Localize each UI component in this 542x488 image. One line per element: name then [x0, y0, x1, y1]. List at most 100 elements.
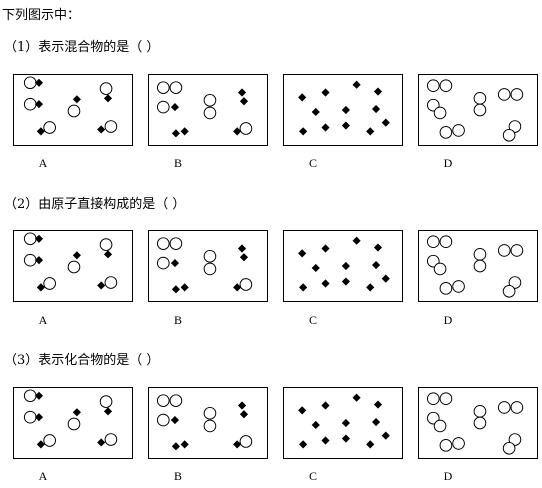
black-atom: [36, 283, 45, 292]
particle-diagram: [426, 392, 524, 455]
white-atom: [510, 88, 524, 101]
black-atom: [171, 442, 180, 451]
white-atom: [510, 401, 524, 414]
white-atom: [23, 253, 37, 267]
panel-b-q3: [148, 387, 268, 459]
white-atom: [99, 82, 113, 95]
particle-diagram: [156, 237, 253, 294]
panel-d-q3: [418, 387, 538, 459]
black-atom: [72, 251, 81, 260]
black-atom: [311, 420, 320, 430]
white-atom: [473, 405, 487, 418]
white-atom: [67, 104, 81, 118]
black-atom: [72, 95, 81, 104]
white-atom: [473, 248, 487, 261]
white-atom: [23, 97, 37, 111]
black-atom: [321, 279, 330, 288]
option-label-d: D: [443, 156, 453, 170]
black-atom: [180, 283, 189, 292]
white-atom: [23, 410, 37, 424]
black-atom: [103, 94, 113, 103]
black-atom: [103, 250, 113, 259]
option-label-b: B: [173, 156, 182, 170]
white-atom: [43, 277, 56, 290]
white-atom: [510, 244, 524, 257]
black-atom: [97, 281, 106, 290]
option-label-a: A: [38, 313, 48, 327]
particle-diagram: [156, 81, 253, 138]
black-atom: [237, 401, 247, 410]
white-atom: [156, 237, 170, 250]
black-atom: [171, 129, 180, 138]
black-atom: [34, 234, 44, 243]
black-atom: [170, 103, 180, 112]
white-atom: [508, 276, 522, 289]
black-atom: [341, 121, 350, 130]
white-atom: [203, 406, 217, 420]
black-atom: [321, 436, 330, 445]
black-atom: [72, 408, 81, 417]
white-atom: [203, 93, 217, 107]
panel-b-q2: [148, 230, 268, 302]
option-label-a: A: [38, 469, 48, 483]
black-atom: [311, 263, 320, 273]
question-3: （3）表示化合物的是（ ）: [4, 353, 160, 368]
black-atom: [298, 93, 307, 102]
black-atom: [299, 283, 308, 292]
white-atom: [99, 238, 113, 251]
black-atom: [239, 97, 249, 106]
black-atom: [170, 416, 180, 425]
black-atom: [298, 249, 307, 258]
black-atom: [233, 440, 242, 449]
black-atom: [366, 283, 375, 292]
particle-diagram: [426, 79, 524, 142]
white-atom: [497, 88, 511, 101]
white-atom: [502, 128, 516, 142]
white-atom: [497, 244, 511, 257]
black-atom: [371, 260, 381, 270]
option-label-c: C: [308, 313, 317, 327]
white-atom: [426, 79, 440, 93]
black-atom: [34, 256, 44, 265]
white-atom: [452, 437, 465, 450]
white-atom: [239, 278, 253, 291]
black-atom: [373, 243, 383, 252]
black-atom: [97, 125, 106, 134]
white-atom: [426, 235, 440, 249]
black-atom: [36, 127, 45, 136]
white-atom: [452, 124, 465, 137]
option-label-d: D: [443, 469, 453, 483]
white-atom: [156, 100, 170, 114]
panel-b-q1: [148, 74, 268, 146]
white-atom: [439, 282, 453, 295]
black-atom: [34, 78, 44, 87]
black-atom: [341, 105, 350, 115]
white-atom: [104, 433, 118, 446]
option-label-c: C: [308, 469, 317, 483]
white-atom: [497, 401, 511, 414]
black-atom: [371, 104, 381, 114]
panel-a-q3: [13, 387, 133, 459]
black-atom: [321, 401, 330, 410]
black-atom: [298, 406, 307, 415]
black-atom: [299, 127, 308, 136]
panel-d-q2: [418, 230, 538, 302]
black-atom: [170, 259, 180, 268]
particle-diagram: [156, 394, 253, 451]
black-atom: [103, 407, 113, 416]
black-atom: [239, 253, 249, 262]
particle-diagram: [23, 389, 118, 449]
white-atom: [67, 260, 81, 274]
black-atom: [373, 87, 383, 96]
white-atom: [156, 81, 170, 94]
white-atom: [169, 237, 183, 250]
question-2: （2）由原子直接构成的是（ ）: [4, 197, 186, 212]
white-atom: [426, 392, 440, 406]
white-atom: [433, 419, 447, 433]
intro-text: 下列图示中：: [2, 8, 81, 23]
black-atom: [381, 431, 390, 440]
black-atom: [34, 100, 44, 109]
black-atom: [341, 277, 350, 286]
option-label-b: B: [173, 313, 182, 327]
panel-c-q1: [283, 74, 403, 146]
